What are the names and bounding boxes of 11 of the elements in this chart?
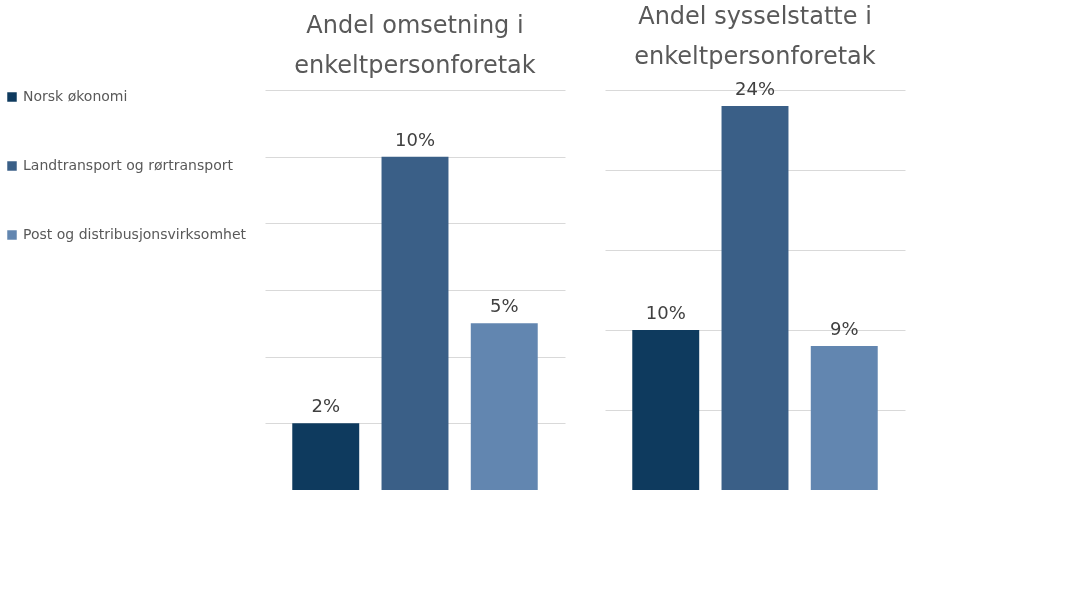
data-label: 10%: [394, 128, 436, 150]
data-label: 2%: [311, 395, 341, 417]
data-label: 5%: [489, 295, 519, 317]
legend-label: Landtransport og rørtransport: [23, 157, 234, 173]
chart-title: Andel omsetning i enkeltpersonforetak: [294, 11, 536, 79]
legend-label: Post og distribusjonsvirksomhet: [23, 226, 247, 242]
legend-label: Norsk økonomi: [23, 88, 128, 104]
chart-title: Andel sysselstatte i enkeltpersonforetak: [634, 2, 876, 70]
data-label: 24%: [734, 78, 776, 99]
data-label: 10%: [645, 302, 686, 323]
data-label: 9%: [829, 318, 859, 339]
